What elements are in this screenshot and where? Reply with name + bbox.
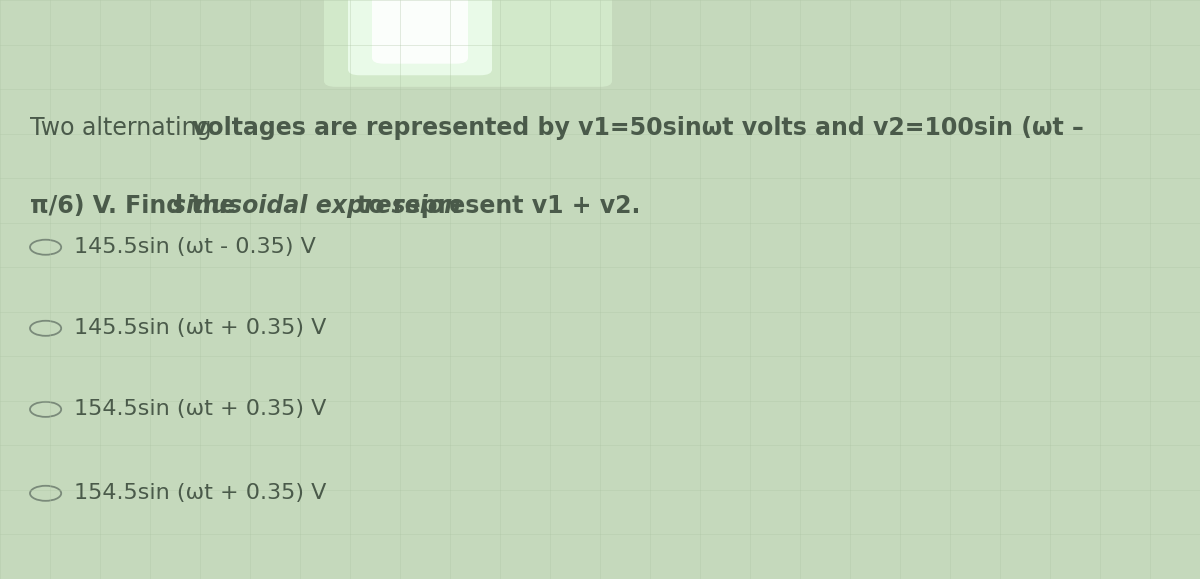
Text: to represent v1 + v2.: to represent v1 + v2.	[349, 194, 641, 218]
Text: 145.5sin (ωt - 0.35) V: 145.5sin (ωt - 0.35) V	[74, 237, 317, 257]
FancyBboxPatch shape	[372, 0, 468, 64]
Text: voltages are represented by v1=50sinωt volts and v2=100sin (ωt –: voltages are represented by v1=50sinωt v…	[192, 116, 1084, 140]
Text: Two alternating: Two alternating	[30, 116, 220, 140]
Text: 145.5sin (ωt + 0.35) V: 145.5sin (ωt + 0.35) V	[74, 318, 326, 338]
Text: 154.5sin (ωt + 0.35) V: 154.5sin (ωt + 0.35) V	[74, 399, 326, 419]
FancyBboxPatch shape	[348, 0, 492, 75]
Text: π/6) V. Find the: π/6) V. Find the	[30, 194, 244, 218]
Text: sinusoidal expression: sinusoidal expression	[172, 194, 461, 218]
Text: 154.5sin (ωt + 0.35) V: 154.5sin (ωt + 0.35) V	[74, 483, 326, 503]
FancyBboxPatch shape	[324, 0, 612, 87]
